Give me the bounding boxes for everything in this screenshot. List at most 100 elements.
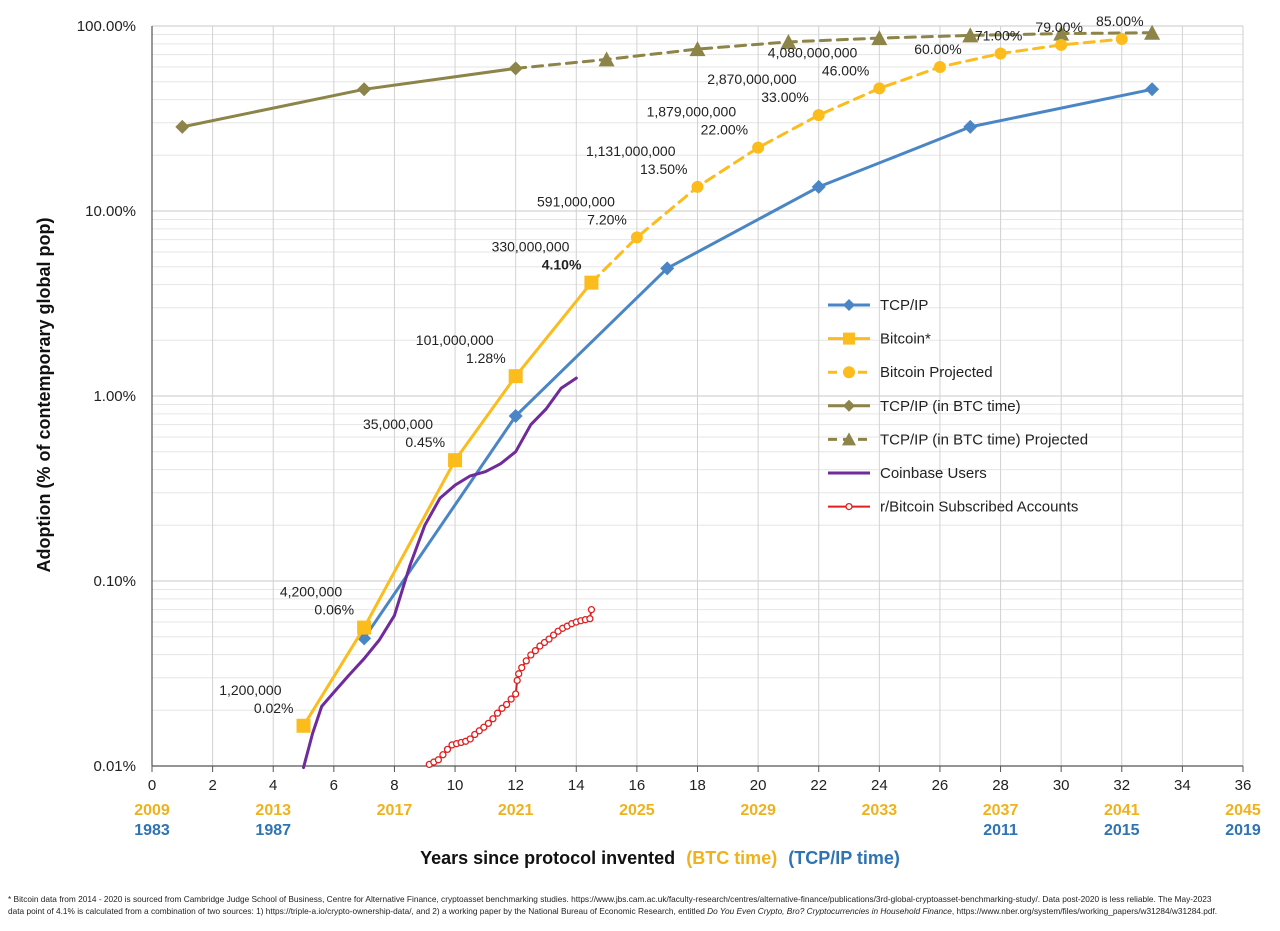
triangle-marker <box>1144 24 1161 40</box>
annotation-percent: 46.00% <box>822 62 869 78</box>
tcp-year-label: 2015 <box>1104 822 1140 839</box>
square-marker <box>843 332 855 345</box>
square-marker <box>508 369 523 384</box>
annotation-users: 4,200,000 <box>280 584 342 600</box>
square-marker <box>584 275 599 290</box>
series-group <box>175 24 1161 770</box>
year-labels: 2009 2013 2017 2021 2025 2029 2033 2037 2041 2045… <box>134 802 1261 839</box>
x-tick-label: 10 <box>447 777 464 794</box>
x-tick-labels: 0 2 4 6 8 10 12 14 16 18 20 22 24 26 28 30 32 34 36 <box>148 777 1252 794</box>
diamond-marker <box>175 119 190 134</box>
series-tcp-ip <box>357 82 1160 646</box>
footnote-line-2-pre: data point of 4.1% is calculated from a … <box>8 906 708 916</box>
hollow-circle-marker <box>502 700 511 709</box>
legend-item: TCP/IP (in BTC time) <box>828 398 1021 415</box>
axes <box>151 26 1244 772</box>
hollow-circle-marker <box>518 664 526 672</box>
annotation-percent: 22.00% <box>701 122 748 138</box>
hollow-circle-marker <box>466 735 474 743</box>
hollow-circle-marker <box>549 631 558 639</box>
circle-marker <box>994 47 1007 60</box>
tcp-year-label: 2019 <box>1225 822 1261 839</box>
hollow-circle-marker <box>545 635 553 643</box>
hollow-circle-marker <box>507 695 515 703</box>
hollow-circle-marker <box>475 727 483 735</box>
footnote-line-1: * Bitcoin data from 2014 - 2020 is sourc… <box>8 894 1212 904</box>
annotation-percent: 1.28% <box>466 350 506 366</box>
adoption-chart: 0 2 4 6 8 10 12 14 16 18 20 22 24 26 28 30 32 34 36 100.00… <box>34 13 1261 868</box>
annotation-percent: 13.50% <box>640 161 687 177</box>
legend-item: TCP/IP (in BTC time) Projected <box>828 431 1088 448</box>
annotation-users: 1,131,000,000 <box>586 143 676 159</box>
triangle-marker <box>1053 25 1070 41</box>
x-tick-label: 36 <box>1235 777 1252 794</box>
diamond-marker <box>1145 82 1160 97</box>
annotation-percent: 79.00% <box>1035 19 1082 35</box>
circle-marker <box>812 109 825 122</box>
footnote: * Bitcoin data from 2014 - 2020 is sourc… <box>8 893 1272 917</box>
circle-marker <box>630 231 643 244</box>
hollow-circle-marker <box>439 751 447 759</box>
series-line <box>514 31 1154 70</box>
diamond-marker <box>843 299 855 311</box>
square-marker <box>448 453 463 468</box>
x-tick-label: 2 <box>208 777 216 794</box>
hollow-circle-marker <box>536 642 544 650</box>
square-marker <box>357 620 372 635</box>
annotation-users: 2,870,000,000 <box>707 71 797 87</box>
btc-year-label: 2037 <box>983 802 1019 819</box>
annotation-percent: 33.00% <box>761 89 808 105</box>
triangle-marker <box>689 41 706 57</box>
series-line <box>180 66 518 129</box>
hollow-circle-marker <box>531 647 540 655</box>
y-tick-label: 1.00% <box>93 388 136 405</box>
legend-item: Coinbase Users <box>828 465 987 482</box>
x-tick-label: 8 <box>390 777 398 794</box>
annotation-users: 101,000,000 <box>416 332 494 348</box>
diamond-marker <box>963 119 978 134</box>
x-tick-label: 32 <box>1113 777 1130 794</box>
circle-marker <box>691 180 704 193</box>
diamond-marker <box>508 408 523 423</box>
x-tick-label: 24 <box>871 777 888 794</box>
series-tcp-ip-in-btc-time-projected <box>514 24 1161 70</box>
legend-label: Bitcoin Projected <box>880 364 993 381</box>
btc-year-label: 2033 <box>862 802 898 819</box>
legend-label: r/Bitcoin Subscribed Accounts <box>880 499 1078 516</box>
series-r-bitcoin-subscribed-accounts <box>425 606 596 769</box>
annotation-users: 35,000,000 <box>363 416 433 432</box>
tcp-year-label: 2011 <box>983 822 1018 839</box>
legend-label: TCP/IP (in BTC time) Projected <box>880 431 1088 448</box>
hollow-circle-marker <box>471 730 479 739</box>
series-bitcoin <box>296 275 599 733</box>
series-coinbase-users <box>302 376 578 770</box>
x-axis-label-main: Years since protocol invented <box>420 848 675 868</box>
triangle-marker <box>598 51 615 67</box>
hollow-circle-marker <box>512 690 520 698</box>
legend-label: TCP/IP (in BTC time) <box>880 398 1021 415</box>
hollow-circle-marker <box>484 719 493 728</box>
legend-item: TCP/IP <box>828 297 928 314</box>
triangle-marker <box>842 432 856 446</box>
diamond-marker <box>843 399 855 412</box>
hollow-circle-marker <box>480 723 488 731</box>
x-tick-label: 26 <box>932 777 949 794</box>
hollow-circle-marker <box>515 670 523 678</box>
x-tick-label: 20 <box>750 777 767 794</box>
hollow-circle-marker <box>845 502 853 511</box>
hollow-circle-marker <box>587 606 596 614</box>
hollow-circle-marker <box>489 715 497 723</box>
triangle-marker <box>962 27 979 43</box>
legend-label: Coinbase Users <box>880 465 987 482</box>
hollow-circle-marker <box>434 756 443 764</box>
triangle-marker <box>780 33 797 49</box>
legend-item: r/Bitcoin Subscribed Accounts <box>828 499 1078 516</box>
legend-item: Bitcoin Projected <box>828 364 993 381</box>
y-tick-label: 10.00% <box>85 203 136 220</box>
legend-item: Bitcoin* <box>828 331 931 348</box>
x-tick-label: 6 <box>330 777 338 794</box>
diamond-marker <box>811 179 826 194</box>
annotation-users: 1,879,000,000 <box>647 104 737 120</box>
hollow-circle-marker <box>522 657 530 665</box>
annotation-percent: 60.00% <box>914 41 961 57</box>
